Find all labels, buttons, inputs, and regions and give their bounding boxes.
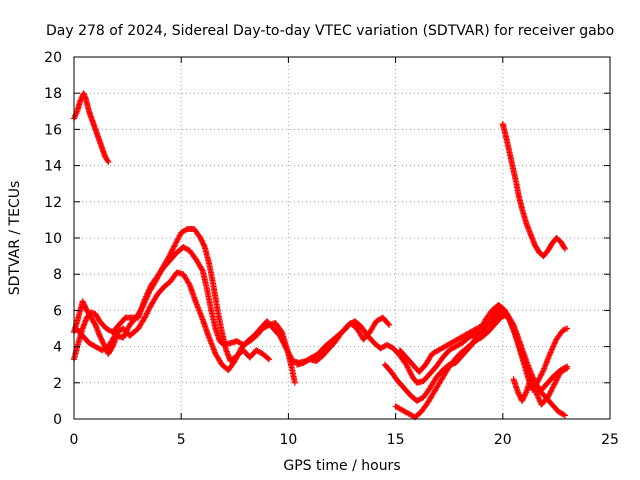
- data-point-fill: [198, 266, 205, 273]
- data-point: [564, 365, 571, 372]
- chart-title: Day 278 of 2024, Sidereal Day-to-day VTE…: [46, 23, 614, 39]
- y-tick-label: 16: [44, 122, 62, 138]
- y-tick-label: 0: [53, 412, 62, 428]
- data-point: [291, 379, 298, 386]
- data-point-fill: [560, 411, 567, 418]
- y-tick-label: 18: [44, 86, 62, 102]
- y-tick-label: 4: [53, 340, 62, 356]
- data-point: [266, 356, 273, 363]
- data-point-fill: [278, 327, 285, 334]
- data-point-fill: [265, 355, 272, 362]
- x-axis-label: GPS time / hours: [283, 458, 400, 474]
- data-point-fill: [104, 157, 111, 164]
- data-point-fill: [522, 390, 529, 397]
- grid: [74, 57, 610, 419]
- data-points: [71, 90, 571, 421]
- data-point-fill: [562, 366, 569, 373]
- series-track-b: [499, 120, 568, 260]
- x-tick-label: 25: [601, 432, 619, 448]
- x-tick-label: 10: [279, 432, 297, 448]
- data-point: [561, 412, 568, 419]
- series-track-j: [510, 365, 571, 408]
- data-point: [561, 245, 568, 252]
- x-tick-label: 5: [177, 432, 186, 448]
- x-tick-label: 15: [387, 432, 405, 448]
- y-tick-label: 10: [44, 231, 62, 247]
- series-track-e: [71, 244, 298, 386]
- data-point-fill: [201, 242, 208, 249]
- y-tick-label: 2: [53, 376, 62, 392]
- data-point: [105, 158, 112, 165]
- y-tick-label: 8: [53, 267, 62, 283]
- data-point: [386, 321, 393, 328]
- y-tick-label: 20: [44, 50, 62, 66]
- data-point-fill: [561, 244, 568, 251]
- x-tick-label: 20: [494, 432, 512, 448]
- y-tick-label: 6: [53, 303, 62, 319]
- data-point-fill: [385, 320, 392, 327]
- series-track-a: [71, 90, 112, 165]
- data-point: [564, 325, 571, 332]
- y-tick-label: 12: [44, 195, 62, 211]
- axis-ticks: 0 5 10 15 20 25 0 2 4 6 8 10 12 14 16 18 20: [44, 50, 619, 448]
- data-point-fill: [185, 280, 192, 287]
- x-tick-label: 0: [70, 432, 79, 448]
- y-tick-label: 14: [44, 159, 62, 175]
- y-axis-label: SDTVAR / TECUs: [7, 181, 23, 296]
